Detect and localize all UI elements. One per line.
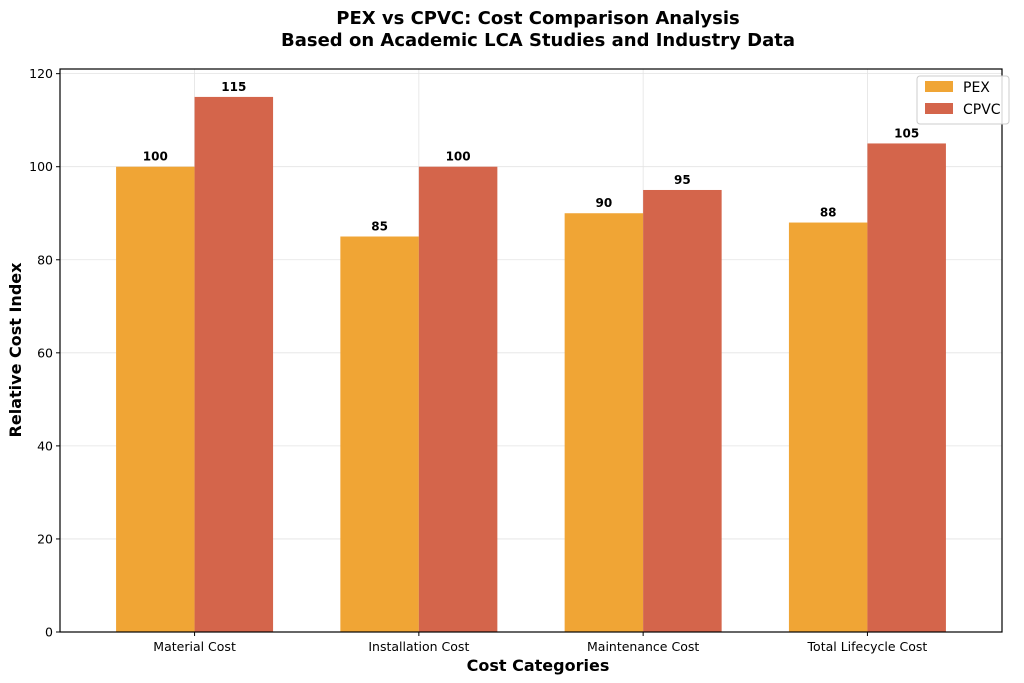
- value-label-pex-installation-cost: 85: [371, 220, 388, 234]
- bar-pex-installation-cost: [340, 236, 419, 632]
- x-axis-ticks: Material Cost Installation Cost Maintenanc…: [153, 632, 927, 654]
- legend-swatch-pex: [925, 81, 953, 92]
- chart-title: PEX vs CPVC: Cost Comparison Analysis: [336, 8, 739, 29]
- bars-group: [116, 96, 946, 632]
- bar-cpvc-material-cost: [194, 96, 274, 632]
- y-tick-label: 60: [37, 345, 53, 360]
- value-label-cpvc-maintenance-cost: 95: [674, 173, 691, 187]
- y-tick-label: 40: [37, 438, 53, 453]
- bar-cpvc-maintenance-cost: [643, 189, 722, 632]
- x-tick-label-maintenance-cost: Maintenance Cost: [587, 639, 699, 654]
- chart-subtitle: Based on Academic LCA Studies and Indust…: [281, 30, 795, 51]
- y-tick-label: 80: [37, 252, 53, 267]
- y-tick-label: 100: [29, 159, 53, 174]
- bar-cpvc-total-lifecycle-cost: [867, 143, 946, 632]
- y-tick-label: 20: [37, 531, 53, 546]
- bar-pex-material-cost: [116, 166, 195, 632]
- x-tick-label-material-cost: Material Cost: [153, 639, 236, 654]
- legend-swatch-cpvc: [925, 103, 953, 114]
- legend: PEX CPVC: [916, 75, 1010, 125]
- bar-pex-maintenance-cost: [564, 213, 644, 632]
- x-tick-label-total-lifecycle-cost: Total Lifecycle Cost: [807, 639, 928, 654]
- plot-frame: [59, 68, 1003, 633]
- value-labels-group: 100 85 90 88 115 100 95 105: [143, 80, 919, 234]
- bar-pex-total-lifecycle-cost: [788, 222, 868, 632]
- value-label-pex-maintenance-cost: 90: [596, 196, 613, 210]
- legend-label-pex: PEX: [963, 80, 990, 96]
- value-label-cpvc-material-cost: 115: [221, 80, 246, 94]
- value-label-cpvc-installation-cost: 100: [446, 150, 471, 164]
- y-tick-label: 120: [29, 66, 53, 81]
- y-tick-label: 0: [45, 625, 53, 640]
- y-axis-ticks: 0 20 40 60 80 100 120: [29, 66, 60, 640]
- legend-label-cpvc: CPVC: [963, 102, 1001, 118]
- bar-cpvc-installation-cost: [418, 166, 498, 632]
- value-label-pex-material-cost: 100: [143, 150, 168, 164]
- value-label-pex-total-lifecycle-cost: 88: [820, 206, 837, 220]
- value-label-cpvc-total-lifecycle-cost: 105: [894, 126, 919, 140]
- y-axis-label: Relative Cost Index: [6, 262, 25, 438]
- x-axis-label: Cost Categories: [467, 656, 610, 675]
- x-tick-label-installation-cost: Installation Cost: [368, 639, 469, 654]
